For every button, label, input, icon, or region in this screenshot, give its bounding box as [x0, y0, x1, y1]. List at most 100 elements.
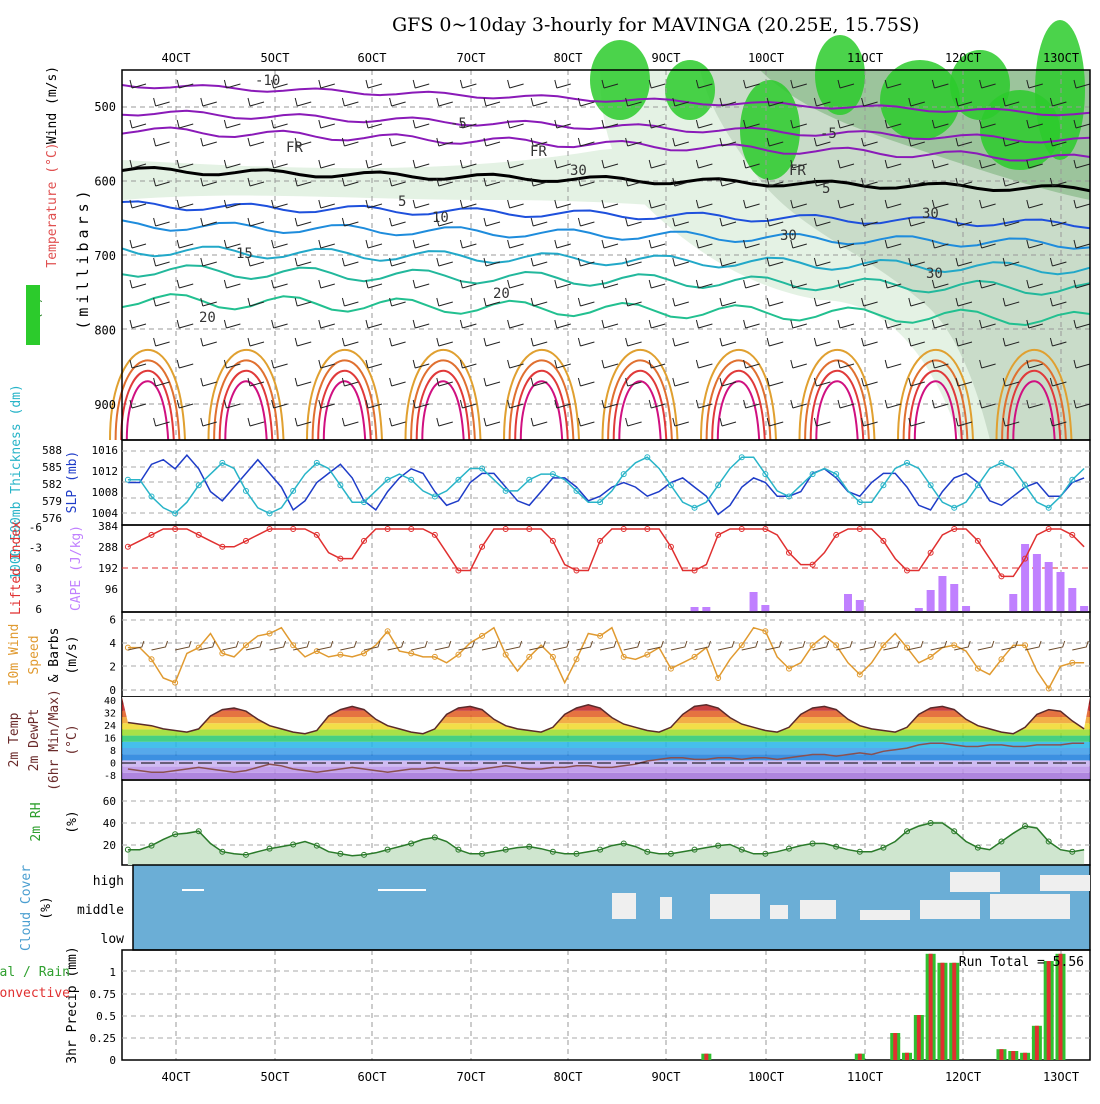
lifted-index-point [242, 537, 249, 544]
wind-barb [790, 239, 807, 249]
contour-label: 5 [822, 181, 830, 197]
wind-barb [483, 97, 501, 107]
contour-label: 30 [570, 163, 587, 179]
cloud-high-block [1040, 875, 1090, 891]
rh-2m-point [313, 842, 320, 849]
wind-barb [341, 257, 359, 267]
thickness-point [856, 499, 863, 506]
wind-barb [1073, 239, 1091, 249]
warm-temperature-loop [700, 349, 777, 441]
warm-temperature-loop [114, 359, 181, 441]
wind-barb [294, 417, 312, 427]
wind-barb [176, 159, 194, 169]
wind-barb [672, 377, 689, 387]
slp-tick: 1008 [92, 486, 119, 499]
wind-barb [294, 337, 312, 347]
warm-temperature-loop [913, 380, 958, 441]
contour-label: -5 [820, 126, 837, 142]
wind-speed-point [691, 653, 698, 660]
warm-temperature-loop [514, 370, 569, 441]
wind-barb [908, 257, 925, 267]
cape-bar [855, 600, 864, 612]
pressure-tick-label: 900 [94, 398, 116, 412]
wind-barb [884, 199, 902, 209]
li-tick: -3 [29, 542, 42, 555]
wind-barb [153, 257, 170, 267]
cloud-middle-block [990, 894, 1070, 919]
wind-barb [1073, 79, 1091, 89]
wind-barb [389, 337, 406, 347]
contour-label: 15 [236, 246, 253, 262]
wind-speed-point [549, 653, 556, 660]
precip-convective-bar [1058, 953, 1063, 1060]
pressure-tick-label: 600 [94, 175, 116, 189]
wind-barb [412, 239, 430, 249]
cloud-unit-label: (%) [39, 896, 54, 919]
warm-temperature-loop [109, 349, 186, 441]
wind-barb [837, 239, 855, 249]
rh-area [127, 821, 1085, 865]
temp-tick: -8 [104, 771, 116, 782]
wind-barb-10m [859, 640, 877, 651]
wind-barb [200, 97, 217, 107]
thickness-point [620, 471, 627, 478]
thickness-tick: 585 [42, 461, 62, 474]
rh-2m-point [738, 846, 745, 853]
lifted-index-point [597, 537, 604, 544]
rh-2m-point [290, 841, 297, 848]
wind-speed-point [384, 628, 391, 635]
rh-tick: 60 [103, 795, 116, 808]
wind-barb-10m [293, 640, 310, 651]
wind-barb [176, 319, 194, 329]
wind-barb [884, 319, 902, 329]
wind-barb [1073, 319, 1091, 329]
wind-barb [790, 359, 807, 369]
lifted-index-point [667, 543, 674, 550]
wind-barb [695, 199, 713, 209]
temperature-contour [121, 219, 1091, 250]
day-tick-top: 6OCT [358, 51, 387, 65]
wind-barb [459, 119, 477, 129]
thickness-point [833, 471, 840, 478]
thickness-point [998, 459, 1005, 466]
pressure-tick-label: 700 [94, 249, 116, 263]
wind-barb [743, 79, 760, 89]
wind-barb [365, 279, 383, 289]
precip-convective-bar [1011, 1051, 1016, 1060]
wind-speed-point [148, 656, 155, 663]
lifted-index-point [951, 526, 958, 532]
wind-speed-point [809, 642, 816, 649]
wind-barb [483, 337, 501, 347]
wind-barb [223, 199, 241, 209]
day-tick-top: 4OCT [162, 51, 191, 65]
warm-temperature-loop [404, 349, 482, 441]
wind-barb [1073, 359, 1091, 369]
precip-convective-bar [857, 1053, 862, 1060]
day-tick-bottom: 13OCT [1043, 1070, 1079, 1084]
wind-barb [200, 417, 217, 427]
lifted-index-point [290, 526, 297, 532]
wind-barb-10m [411, 640, 428, 651]
cape-bar [761, 605, 770, 612]
precip-tick: 0.5 [96, 1010, 116, 1023]
wind-barb [1073, 279, 1091, 289]
wind-barb [223, 279, 241, 289]
wind-barb [790, 79, 807, 89]
temp-colour-band [122, 723, 1090, 730]
wind-barb [223, 319, 241, 329]
precip-tick: 0.25 [90, 1032, 117, 1045]
wind-barb [271, 359, 288, 369]
day-tick-top: 5OCT [261, 51, 290, 65]
wind-barb [766, 97, 784, 107]
thickness-tick: 588 [42, 444, 62, 457]
wind-barb [271, 279, 288, 289]
contour-label: 20 [199, 310, 216, 326]
wind-barb [766, 257, 784, 267]
wind-barb [648, 279, 666, 289]
wind-barb [979, 159, 996, 169]
wind-barb [459, 199, 477, 209]
wind-speed-line [127, 626, 1085, 690]
wind-barb [955, 257, 973, 267]
temp-colour-band [122, 766, 1090, 773]
rh-2m-point [951, 828, 958, 835]
